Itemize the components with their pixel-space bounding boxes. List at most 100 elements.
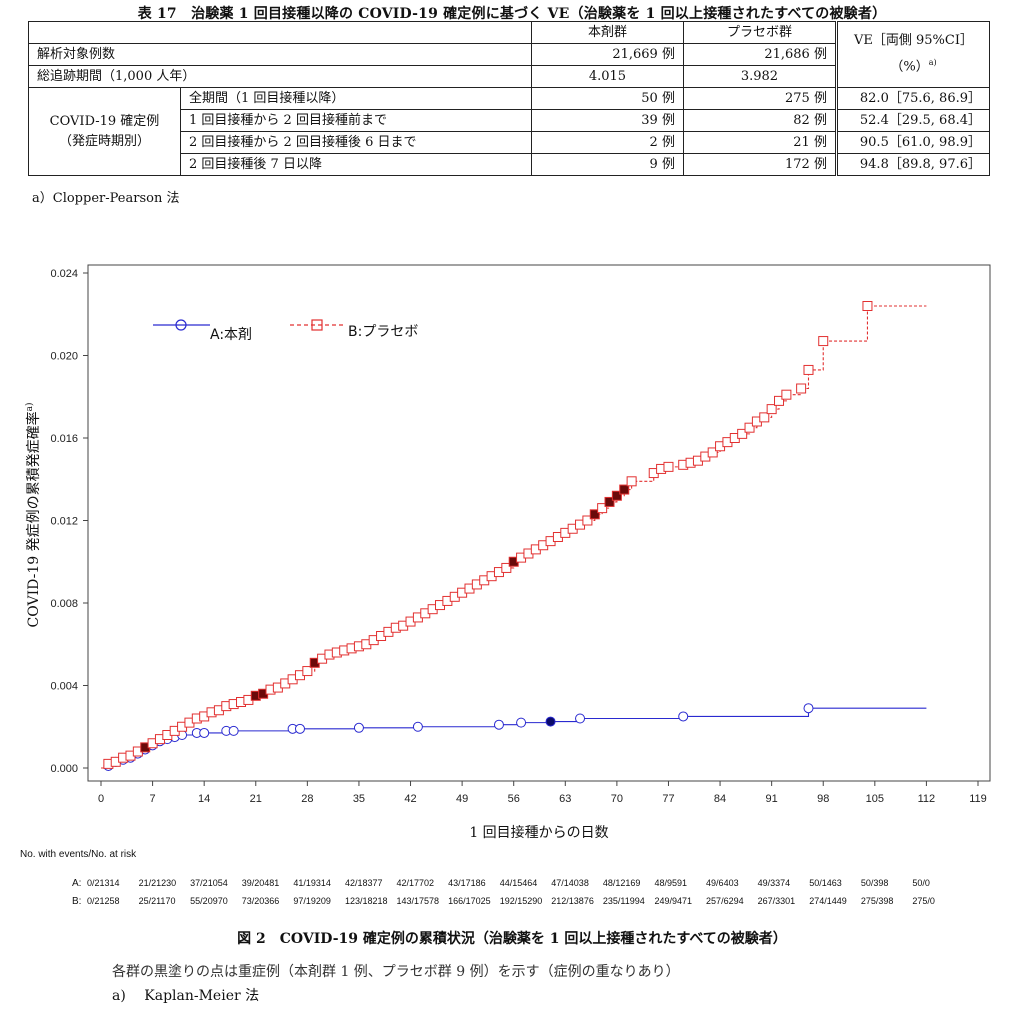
x-tick-label: 119 (969, 793, 987, 805)
period-placebo: 82 例 (682, 109, 837, 132)
risk-value: 192/15290 (499, 896, 543, 906)
risk-value: 249/9471 (654, 896, 693, 906)
period-label: 1 回目接種から 2 回目接種前まで (180, 109, 532, 132)
x-axis: 0 7 14 21 28 35 42 49 56 63 70 77 84 91 98 105 112 119 (98, 781, 987, 805)
row-followup-drug: 4.015 (530, 65, 684, 88)
risk-row: A: 0/21314 21/21230 37/21054 39/20481 41/1931… (20, 878, 1010, 890)
series-a-severe-point (545, 716, 556, 727)
series-b-point (626, 476, 637, 487)
period-placebo: 172 例 (682, 153, 837, 176)
period-placebo: 275 例 (682, 87, 837, 110)
row-analysis-placebo: 21,686 例 (682, 43, 837, 66)
series-b-line (101, 305, 927, 769)
series-b-point (781, 389, 792, 400)
x-tick-label: 77 (662, 793, 674, 805)
risk-value: 42/17702 (396, 878, 435, 888)
risk-value: 21/21230 (138, 878, 177, 888)
plot-frame (87, 264, 991, 782)
x-tick-label: 49 (456, 793, 468, 805)
y-tick-label: 0.016 (50, 433, 78, 445)
risk-row: B: 0/21258 25/21170 55/20970 73/20366 97/1920… (20, 896, 1010, 908)
row-followup-placebo: 3.982 (682, 65, 837, 88)
series-a-point (678, 711, 689, 722)
risk-value: 123/18218 (344, 896, 388, 906)
x-tick-label: 91 (766, 793, 778, 805)
series-a-point (516, 717, 527, 728)
series-a-point (575, 713, 586, 724)
risk-value: 43/17186 (448, 878, 486, 888)
risk-value: 47/14038 (551, 878, 589, 888)
risk-row-label: B: (72, 896, 82, 907)
risk-value: 235/11994 (602, 896, 645, 906)
x-tick-label: 35 (353, 793, 365, 805)
header-ve-unit: （%） (890, 59, 929, 75)
covid-group-label-2: （発症時期別） (58, 133, 150, 149)
table-footnote: a）Clopper-Pearson 法 (32, 191, 180, 206)
header-empty (28, 21, 532, 44)
figure-2-caption: 図 2 COVID-19 確定例の累積状況（治験薬を 1 回以上接種されたすべて… (237, 931, 787, 947)
risk-value: 275/398 (860, 896, 894, 906)
series-b-point (744, 422, 755, 433)
table-17-title: 表 17 治験薬 1 回目接種以降の COVID-19 確定例に基づく VE（治… (137, 6, 887, 22)
risk-value: 257/6294 (706, 896, 744, 906)
risk-value: 49/3374 (757, 878, 791, 888)
y-axis-title-group: COVID-19 発症例の累積発症確率a) (24, 403, 42, 628)
risk-value: 0/21314 (87, 878, 120, 888)
series-a-point (294, 723, 305, 734)
period-ve: 82.0［75.6, 86.9］ (834, 87, 991, 110)
y-tick-label: 0.000 (50, 763, 78, 775)
series-b-point (796, 383, 807, 394)
period-drug: 9 例 (530, 153, 684, 176)
x-tick-label: 105 (866, 793, 884, 805)
x-axis-title: 1 回目接種からの日数 (469, 824, 608, 841)
series-b-severe-point (604, 496, 615, 507)
risk-value: 50/0 (912, 878, 930, 888)
series-b-severe-point (619, 484, 630, 495)
risk-value: 55/20970 (190, 896, 228, 906)
risk-table-header: No. with events/No. at risk (20, 849, 137, 860)
y-tick-label: 0.024 (50, 268, 78, 280)
risk-value: 212/13876 (551, 896, 594, 906)
period-label: 2 回目接種から 2 回目接種後 6 日まで (180, 131, 532, 154)
x-tick-label: 98 (817, 793, 829, 805)
row-followup-label: 総追跡期間（1,000 人年） (28, 65, 532, 88)
series-a-point (493, 719, 504, 730)
header-drug: 本剤群 (530, 21, 684, 44)
x-tick-label: 63 (559, 793, 571, 805)
series-b-point (501, 562, 512, 573)
y-axis-title-main: COVID-19 発症例の累積発症確率 (25, 411, 42, 627)
series-layer (101, 301, 927, 771)
series-a-point (412, 721, 423, 732)
series-b-point (803, 364, 814, 375)
header-ve-label: VE［両側 95%CI］ (853, 33, 973, 49)
period-ve: 90.5［61.0, 98.9］ (834, 131, 991, 154)
header-placebo: プラセボ群 (682, 21, 837, 44)
risk-row-label: A: (72, 878, 82, 889)
risk-value: 48/12169 (602, 878, 641, 888)
series-a-point (199, 727, 210, 738)
series-a-point (353, 722, 364, 733)
series-b-point (663, 461, 674, 472)
series-b-point (818, 336, 829, 347)
risk-value: 25/21170 (138, 896, 176, 906)
km-chart: 0.000 0.004 0.008 0.012 0.016 0.020 0.024 0 7 14… (0, 250, 1024, 850)
legend: A:本剤 B:プラセボ (153, 319, 418, 343)
x-tick-label: 84 (714, 793, 726, 805)
risk-table: No. with events/No. at risk A: 0/21314 21/… (20, 849, 1010, 907)
y-tick-label: 0.012 (50, 516, 78, 528)
period-ve: 94.8［89.8, 97.6］ (834, 153, 991, 176)
y-tick-label: 0.020 (50, 351, 78, 363)
legend-label-b: B:プラセボ (348, 324, 418, 340)
x-tick-label: 21 (250, 793, 262, 805)
legend-marker-b (311, 319, 323, 331)
header-ve-sup: a) (928, 58, 937, 68)
x-tick-label: 70 (611, 793, 623, 805)
period-ve: 52.4［29.5, 68.4］ (834, 109, 991, 132)
row-analysis-label: 解析対象例数 (28, 43, 532, 66)
series-a-point (228, 725, 239, 736)
period-drug: 50 例 (530, 87, 684, 110)
series-b-point (759, 412, 770, 423)
risk-value: 44/15464 (499, 878, 538, 888)
series-b-severe-point (611, 490, 622, 501)
x-tick-label: 112 (918, 793, 936, 805)
